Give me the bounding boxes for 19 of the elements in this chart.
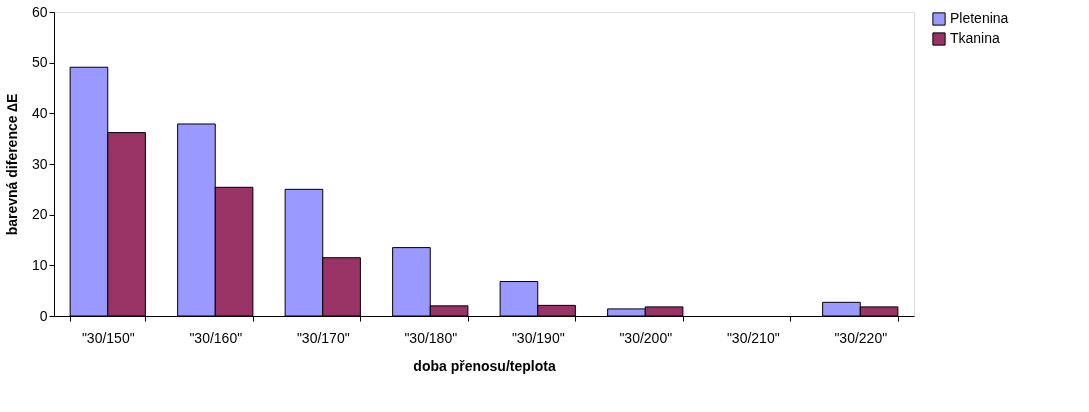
- x-tick-label: "30/150": [81, 329, 135, 346]
- y-tick-label: 0: [39, 307, 48, 324]
- y-tick-label: 30: [31, 155, 48, 172]
- x-tick-label: "30/180": [404, 329, 458, 346]
- x-axis-title: doba přenosu/teplota: [413, 357, 556, 374]
- y-tick-label: 40: [31, 104, 48, 121]
- x-tick-label: "30/210": [726, 329, 780, 346]
- x-tick-label: "30/160": [189, 329, 243, 346]
- x-tick-label: "30/220": [834, 329, 888, 346]
- y-tick-label: 60: [31, 3, 48, 20]
- y-tick-label: 50: [31, 54, 48, 71]
- x-tick-label: "30/190": [511, 329, 565, 346]
- y-axis-title: barevná diference ∆E: [3, 93, 20, 236]
- legend-label: Tkanina: [950, 30, 1001, 46]
- x-tick-label: "30/200": [619, 329, 673, 346]
- x-tick-label: "30/170": [296, 329, 350, 346]
- legend-label: Pletenina: [950, 10, 1009, 26]
- y-tick-label: 20: [31, 206, 48, 223]
- y-tick-label: 10: [31, 256, 48, 273]
